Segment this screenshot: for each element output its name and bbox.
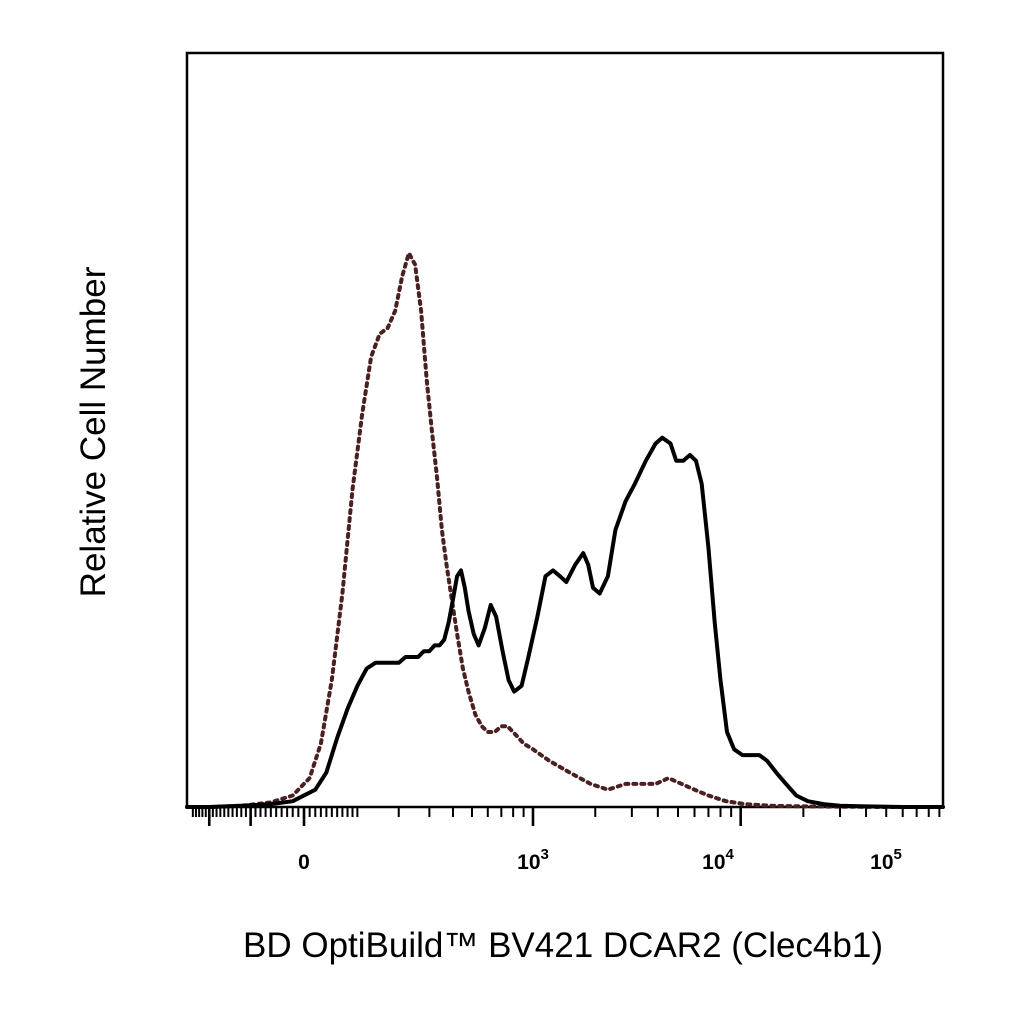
series-layer (185, 251, 945, 809)
plot-frame (185, 51, 945, 809)
y-axis-title: Relative Cell Number (74, 266, 113, 597)
stained-sample-histogram (185, 435, 945, 809)
x-tick-label-0: 0 (298, 851, 310, 874)
x-tick-label-1e3: 103 (517, 846, 549, 874)
x-axis-ticks (191, 807, 941, 826)
x-axis-title: BD OptiBuild™ BV421 DCAR2 (Clec4b1) (243, 926, 883, 965)
x-tick-label-1e4: 104 (702, 846, 734, 874)
isotype-control-histogram (185, 251, 945, 809)
x-tick-label-1e5: 105 (870, 846, 902, 874)
